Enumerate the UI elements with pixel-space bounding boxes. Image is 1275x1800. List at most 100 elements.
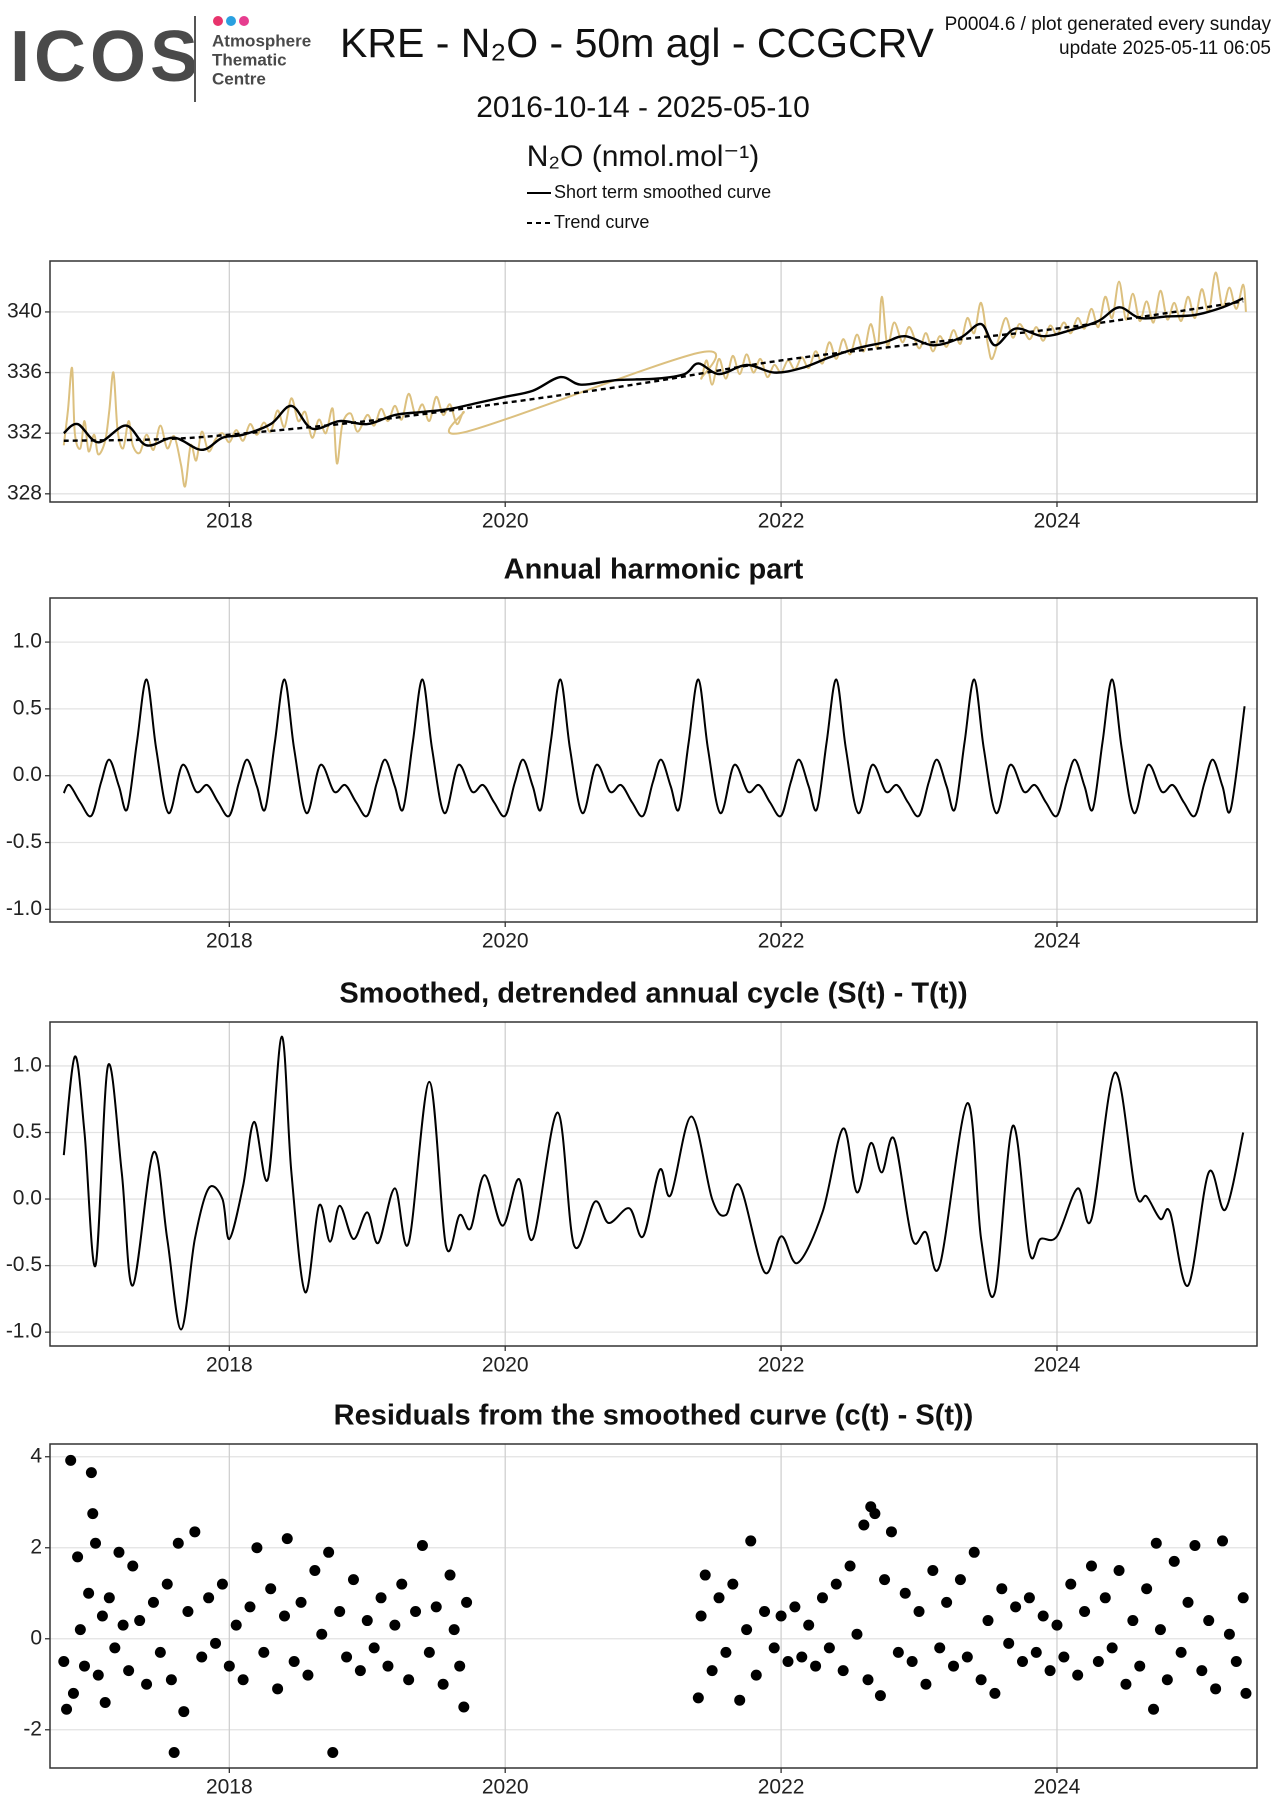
point [706, 1665, 718, 1677]
point [745, 1535, 757, 1547]
point [347, 1574, 359, 1586]
point [309, 1565, 321, 1577]
plot-border [49, 1443, 1258, 1769]
update: update 2025-05-11 06:05 [1059, 38, 1271, 59]
logo-centre: Atmosphere [212, 31, 311, 50]
panel-title: Smoothed, detrended annual cycle (S(t) -… [339, 978, 967, 1010]
point [869, 1508, 881, 1520]
point [78, 1660, 90, 1672]
point [168, 1747, 180, 1759]
point [727, 1578, 739, 1590]
version: P0004.6 / plot generated every sunday [945, 14, 1272, 35]
point [1003, 1637, 1015, 1649]
point [1134, 1660, 1146, 1672]
point [692, 1692, 704, 1704]
point [96, 1610, 108, 1622]
y-tick-label: 0.5 [13, 1120, 42, 1143]
point [327, 1747, 339, 1759]
point [775, 1610, 787, 1622]
point [934, 1642, 946, 1654]
point [295, 1596, 307, 1608]
point [65, 1454, 77, 1466]
logo-dot [226, 16, 236, 26]
y-tick-label: 0.0 [13, 763, 42, 786]
point [913, 1605, 925, 1617]
point [750, 1669, 762, 1681]
point [416, 1539, 428, 1551]
point [720, 1646, 732, 1658]
point [109, 1642, 121, 1654]
point [223, 1660, 235, 1672]
point [117, 1619, 129, 1631]
point [879, 1574, 891, 1586]
point [90, 1537, 102, 1549]
x-tick-label: 2024 [1034, 930, 1081, 953]
y-tick-label: 332 [7, 421, 42, 444]
point [885, 1526, 897, 1538]
point [323, 1546, 335, 1558]
legend-label: Trend curve [554, 212, 649, 232]
point [1240, 1687, 1252, 1699]
point [968, 1546, 980, 1558]
point [941, 1596, 953, 1608]
point [851, 1628, 863, 1640]
point [1175, 1646, 1187, 1658]
point [396, 1578, 408, 1590]
point [281, 1533, 293, 1545]
y-tick-label: -1.0 [6, 897, 42, 920]
point [1217, 1535, 1229, 1547]
point [368, 1642, 380, 1654]
point [203, 1592, 215, 1604]
point [961, 1651, 973, 1663]
plot-area [62, 1035, 1245, 1331]
point [830, 1578, 842, 1590]
point [448, 1624, 460, 1636]
point [87, 1508, 99, 1520]
point [189, 1526, 201, 1538]
point [123, 1665, 135, 1677]
point [1161, 1674, 1173, 1686]
point [458, 1701, 470, 1713]
point [1085, 1560, 1097, 1572]
point [862, 1674, 874, 1686]
logo: ICOS [10, 17, 202, 97]
y-tick-label: 340 [7, 299, 42, 322]
point [251, 1542, 263, 1554]
point [272, 1683, 284, 1695]
logo-centre: Centre [212, 69, 266, 88]
point [734, 1694, 746, 1706]
title: KRE - N₂O - 50m agl - CCGCRV [340, 20, 934, 66]
point [906, 1656, 918, 1668]
plot-border [49, 597, 1258, 923]
plot-area [62, 271, 1247, 488]
y-tick-label: 1.0 [13, 630, 42, 653]
point [83, 1587, 95, 1599]
point [196, 1651, 208, 1663]
legend-label: Short term smoothed curve [554, 182, 771, 202]
point [423, 1646, 435, 1658]
point [461, 1596, 473, 1608]
point [279, 1610, 291, 1622]
point [230, 1619, 242, 1631]
point [1230, 1656, 1242, 1668]
point [892, 1646, 904, 1658]
point [713, 1592, 725, 1604]
point [948, 1660, 960, 1672]
point [768, 1642, 780, 1654]
point [341, 1651, 353, 1663]
point [1099, 1592, 1111, 1604]
point [1065, 1578, 1077, 1590]
point [288, 1656, 300, 1668]
panel-title: Residuals from the smoothed curve (c(t) … [334, 1400, 974, 1432]
point [1127, 1615, 1139, 1627]
point [389, 1619, 401, 1631]
point [165, 1674, 177, 1686]
y-tick-label: 4 [30, 1444, 42, 1467]
point [989, 1687, 1001, 1699]
point [113, 1546, 125, 1558]
series-line [63, 297, 1244, 452]
x-tick-label: 2018 [206, 510, 253, 533]
point [316, 1628, 328, 1640]
point [695, 1610, 707, 1622]
